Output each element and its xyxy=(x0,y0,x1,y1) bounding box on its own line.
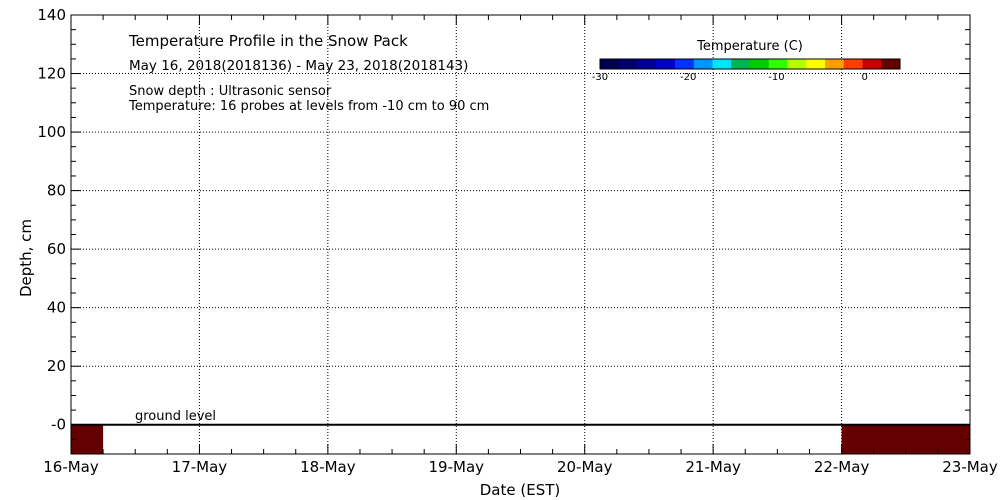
colorbar-segment xyxy=(693,59,713,69)
y-tick-labels: -0 20 40 60 80 100 120 140 xyxy=(37,6,66,434)
ground-level-label: ground level xyxy=(135,409,216,424)
axis-ticks xyxy=(70,14,971,455)
colorbar-tick-label: 0 xyxy=(862,72,868,83)
colorbar-segment xyxy=(787,59,807,69)
colorbar-segment xyxy=(731,59,751,69)
x-tick-label: 19-May xyxy=(429,458,485,476)
snow-depth-note: Snow depth : Ultrasonic sensor xyxy=(129,84,332,99)
x-tick-label: 17-May xyxy=(172,458,228,476)
chart-subtitle: May 16, 2018(2018136) - May 23, 2018(201… xyxy=(129,58,468,74)
y-tick-label: 80 xyxy=(47,182,66,200)
y-tick-label: 60 xyxy=(47,240,66,258)
x-tick-label: 16-May xyxy=(43,458,99,476)
y-tick-label: 120 xyxy=(37,65,66,83)
colorbar-tick-label: -30 xyxy=(592,72,608,83)
plot-area xyxy=(70,14,971,455)
y-tick-label: -0 xyxy=(51,416,66,434)
x-tick-label: 23-May xyxy=(942,458,998,476)
colorbar-segment xyxy=(618,59,638,69)
y-tick-label: 40 xyxy=(47,299,66,317)
x-tick-label: 20-May xyxy=(557,458,613,476)
colorbar-segment xyxy=(825,59,845,69)
colorbar-segment xyxy=(637,59,657,69)
x-tick-label: 21-May xyxy=(685,458,741,476)
x-axis-title: Date (EST) xyxy=(480,481,561,499)
heatmap-cell xyxy=(71,424,104,454)
colorbar-segment xyxy=(881,59,901,69)
colorbar-segment xyxy=(600,59,620,69)
y-tick-label: 100 xyxy=(37,123,66,141)
colorbar-segment xyxy=(768,59,788,69)
y-tick-label: 140 xyxy=(37,6,66,24)
colorbar-title: Temperature (C) xyxy=(696,39,803,54)
temperature-note: Temperature: 16 probes at levels from -1… xyxy=(128,99,489,114)
colorbar-segment xyxy=(862,59,882,69)
colorbar-frame xyxy=(599,58,901,70)
x-tick-label: 18-May xyxy=(300,458,356,476)
y-axis-title: Depth, cm xyxy=(17,219,35,297)
colorbar-tick-labels: -30 -20 -10 0 xyxy=(592,72,868,83)
x-tick-label: 22-May xyxy=(814,458,870,476)
colorbar-tick-label: -10 xyxy=(768,72,784,83)
chart-title: Temperature Profile in the Snow Pack xyxy=(128,32,408,50)
colorbar-segment xyxy=(656,59,676,69)
colorbar-segment xyxy=(712,59,732,69)
y-tick-label: 20 xyxy=(47,357,66,375)
colorbar-segment xyxy=(806,59,826,69)
colorbar-tick-label: -20 xyxy=(680,72,696,83)
temperature-colorbar xyxy=(599,58,901,70)
colorbar-segment xyxy=(675,59,695,69)
colorbar-segment xyxy=(750,59,770,69)
x-tick-labels: 16-May 17-May 18-May 19-May 20-May 21-May 22-M… xyxy=(43,458,998,476)
grid-lines xyxy=(71,15,970,454)
colorbar-segment xyxy=(843,59,863,69)
